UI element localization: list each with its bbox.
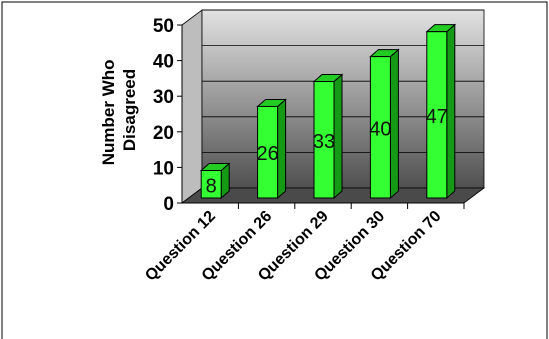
bar-side <box>446 23 456 200</box>
y-axis-label-line-1: Number Who <box>99 59 118 165</box>
bars: 8 26 33 40 47 <box>199 23 457 200</box>
bar-front <box>200 170 222 199</box>
y-tick-label: 50 <box>153 16 174 37</box>
bar-side <box>389 48 399 200</box>
bar-4: 40 <box>369 48 400 200</box>
y-axis-label-line-2: Disagreed <box>120 69 139 151</box>
y-axis-label: Number Who Disagreed <box>99 55 139 166</box>
bar-front <box>369 56 391 199</box>
bar-1: 8 <box>199 162 231 200</box>
y-tick-label: 0 <box>163 194 174 215</box>
bar-value-label: 40 <box>369 118 391 140</box>
y-tick-label: 20 <box>153 123 174 144</box>
y-tick-label: 30 <box>153 87 174 108</box>
bar-front <box>426 31 448 199</box>
y-axis-ticks: 0 10 20 30 40 50 <box>153 16 182 215</box>
left-wall <box>181 9 203 204</box>
y-tick-label: 40 <box>153 52 174 73</box>
bar-value-label: 26 <box>256 143 278 165</box>
bar-side <box>277 98 287 200</box>
bar-2: 26 <box>256 98 287 200</box>
bar-front <box>257 105 279 199</box>
bar-5: 47 <box>425 23 457 200</box>
bar-front <box>313 81 335 199</box>
bar-value-label: 8 <box>206 175 217 197</box>
bar-side <box>333 73 343 200</box>
y-tick-label: 10 <box>153 158 174 179</box>
bar-value-label: 33 <box>313 131 335 153</box>
bar-3: 33 <box>312 73 344 200</box>
bar-value-label: 47 <box>426 106 448 128</box>
